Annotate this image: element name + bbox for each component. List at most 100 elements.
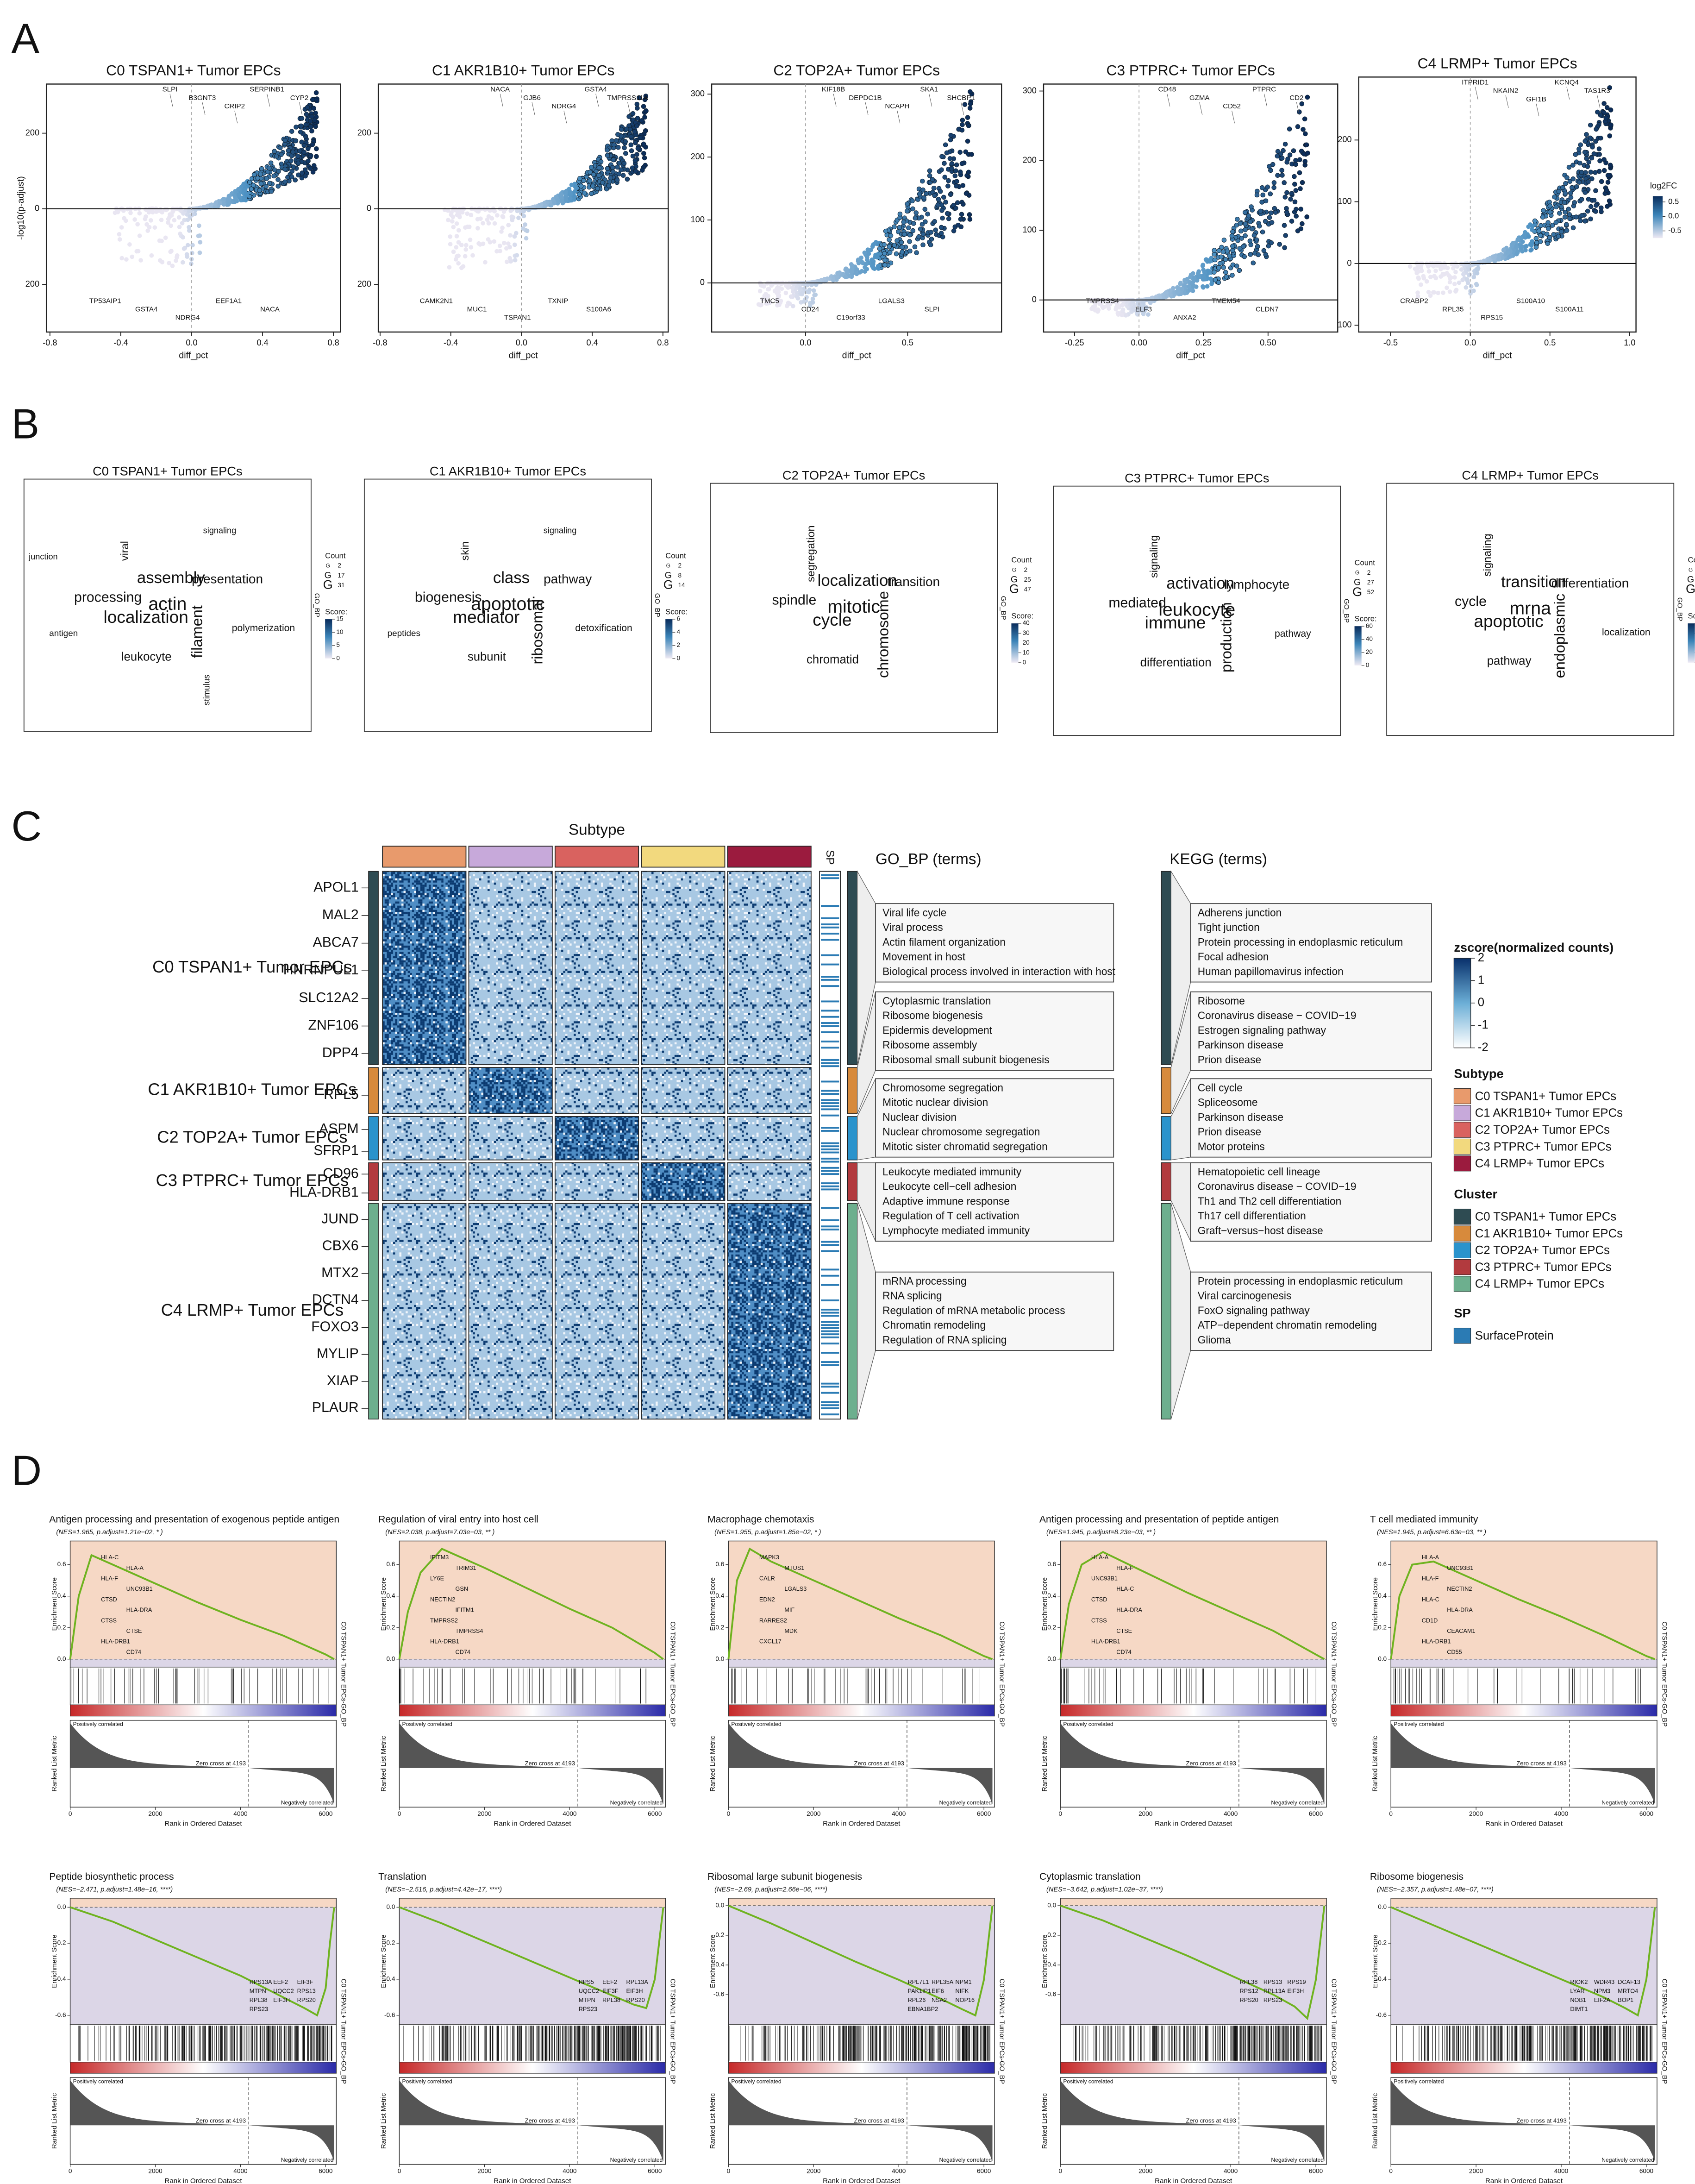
term-bar	[847, 1067, 858, 1114]
term-label: Biological process involved in interacti…	[882, 965, 1116, 977]
scatter-dot	[757, 289, 763, 294]
scatter-dot	[548, 203, 553, 208]
y-axis-label: Enrichment Score	[380, 1577, 388, 1631]
scatter-dot	[1452, 282, 1457, 287]
scatter-dot	[282, 138, 288, 143]
scatter-dot	[1250, 226, 1255, 232]
scatter-dot	[1212, 248, 1217, 253]
colorbar	[1354, 626, 1362, 665]
scatter-dot	[558, 192, 563, 196]
gene-label: B3GNT3	[188, 94, 216, 102]
scatter-dot	[1126, 298, 1130, 303]
scatter-dot	[298, 123, 304, 129]
colorbar-label: 10	[336, 628, 344, 635]
scatter-dot	[1579, 169, 1584, 175]
scatter-dot	[508, 208, 513, 213]
leading-gene: TMPRSS4	[455, 1628, 483, 1634]
term-label: Adherens junction	[1198, 906, 1282, 918]
heat-block	[727, 1116, 812, 1161]
colorbar-label: 0	[676, 654, 680, 661]
scatter-dot	[910, 228, 916, 233]
scatter-dot	[181, 235, 185, 240]
scatter-dot	[1284, 190, 1289, 195]
scatter-dot	[1428, 275, 1433, 279]
scatter-dot	[1201, 285, 1206, 290]
leading-gene: HLA-A	[1422, 1554, 1439, 1561]
leading-gene: UNC93B1	[1447, 1565, 1473, 1571]
gsea-title: Regulation of viral entry into host cell	[378, 1514, 538, 1525]
x-axis-label: Rank in Ordered Dataset	[1485, 1820, 1563, 1828]
x-tick-label: 6000	[319, 1810, 333, 1817]
scatter-dot	[1096, 308, 1101, 313]
y-tick-label: 100	[1023, 225, 1037, 234]
legend-swatch	[1453, 1259, 1471, 1275]
scatter-dot	[1438, 264, 1443, 269]
scatter-dot	[232, 193, 238, 198]
scatter-dot	[144, 214, 148, 219]
colorbar	[1652, 196, 1663, 238]
scatter-dot	[459, 243, 464, 247]
scatter-dot	[209, 202, 214, 207]
y-tick-label: 100	[1338, 196, 1351, 206]
scatter-dot	[311, 163, 317, 168]
colorbar-label: 40	[1023, 620, 1030, 627]
cloud-word: viral	[119, 541, 131, 561]
scatter-dot	[1448, 276, 1453, 281]
scatter-dot	[189, 251, 194, 256]
x-axis-label: Rank in Ordered Dataset	[164, 2177, 242, 2184]
y-axis-label: Enrichment Score	[1041, 1934, 1049, 1988]
x-tick-label: 2000	[148, 2167, 163, 2174]
scatter-dot	[894, 238, 900, 243]
gene-label: SLC12A2	[299, 990, 359, 1005]
leading-gene: MIF	[784, 1607, 794, 1613]
legend-label: C4 LRMP+ Tumor EPCs	[1475, 1157, 1604, 1170]
scatter-dot	[285, 175, 290, 180]
scatter-dot	[642, 155, 647, 161]
count-glyph: G	[1686, 582, 1695, 596]
subtype-bar	[468, 846, 553, 868]
term-label: Coronavirus disease − COVID−19	[1198, 1180, 1357, 1192]
legend-label: C0 TSPAN1+ Tumor EPCs	[1475, 1211, 1616, 1224]
scatter-dot	[305, 105, 310, 110]
scatter-dot	[1145, 297, 1151, 302]
sp-stripe	[821, 877, 839, 879]
scatter-dot	[314, 154, 319, 159]
scatter-dot	[941, 195, 946, 200]
scatter-dot	[498, 249, 502, 253]
legend-swatch	[1453, 1138, 1471, 1155]
scatter-dot	[1578, 142, 1583, 148]
leading-gene: CTSD	[1091, 1596, 1107, 1603]
scatter-dot	[1505, 251, 1510, 256]
scatter-dot	[290, 149, 295, 155]
scatter-dot	[1604, 188, 1609, 193]
scatter-dot	[1564, 175, 1570, 180]
leading-gene: RPL7L1	[908, 1979, 929, 1985]
scatter-dot	[451, 249, 456, 254]
y-tick-label: 200	[1338, 135, 1351, 144]
leading-gene: EEF2	[602, 1979, 617, 1985]
scatter-dot	[489, 216, 494, 221]
gsea-stats: (NES=−2.471, p.adjust=1.48e−16, ****)	[56, 1886, 173, 1894]
es-positive-bg	[728, 1898, 995, 1906]
leading-gene: RPS20	[1240, 1997, 1258, 2003]
sp-stripe	[821, 1333, 839, 1336]
scatter-dot	[1486, 258, 1491, 263]
gsea-title: Cytoplasmic translation	[1039, 1871, 1141, 1882]
scatter-dot	[1100, 304, 1105, 309]
sp-stripe	[821, 1102, 839, 1105]
term-label: Ribosome biogenesis	[882, 1010, 983, 1022]
gene-label: MUC1	[467, 306, 487, 314]
scatter-dot	[955, 200, 960, 206]
scatter-dot	[1591, 151, 1597, 157]
scatter-dot	[933, 227, 938, 233]
gene-label: DPP4	[322, 1045, 359, 1061]
plot-title: C2 TOP2A+ Tumor EPCs	[773, 62, 940, 79]
gene-label: APOL1	[313, 879, 359, 895]
scatter-dot	[1246, 213, 1251, 219]
rank-colorbar	[728, 2062, 995, 2074]
gene-label: SHCBP1	[947, 94, 975, 102]
scatter-dot	[866, 251, 871, 256]
heat-block	[382, 1116, 467, 1161]
scatter-dot	[589, 191, 594, 196]
scatter-dot	[500, 214, 506, 220]
